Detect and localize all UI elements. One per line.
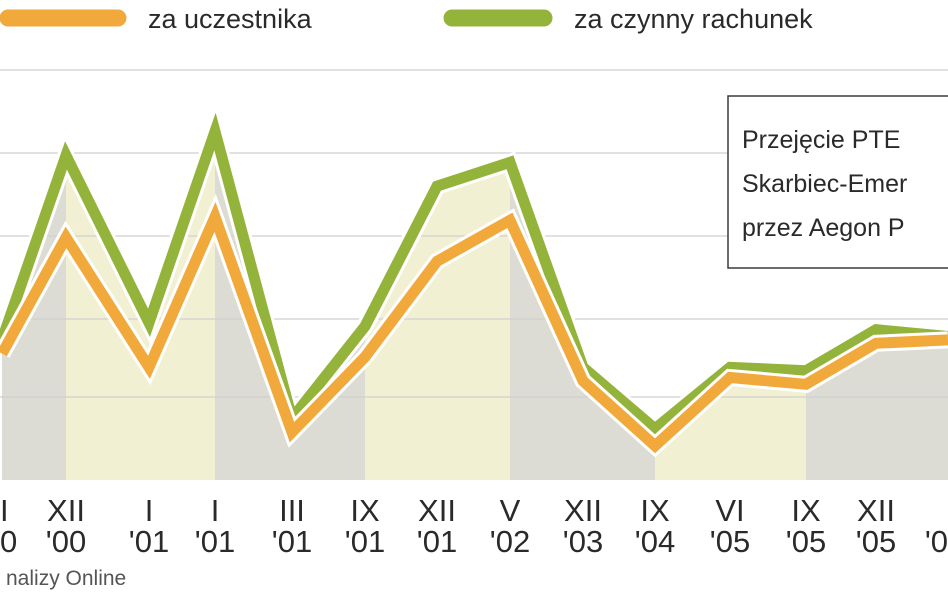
x-tick-label-top-1: XII — [47, 493, 85, 528]
x-tick-label-bottom-9: '04 — [635, 524, 675, 559]
x-tick-label-top-5: IX — [350, 493, 380, 528]
x-tick-label-top-4: III — [279, 493, 305, 528]
legend-label-0: za uczestnika — [148, 4, 313, 34]
x-tick-label-bottom-7: '02 — [490, 524, 530, 559]
x-tick-label-top-11: IX — [791, 493, 821, 528]
shaded-bands — [2, 131, 948, 481]
x-tick-label-bottom-13: '0 — [925, 524, 948, 559]
annotation-line-1: Przejęcie PTE — [742, 126, 900, 154]
x-axis-tick-labels: I0XII'00I'01I'01III'01IX'01XII'01V'02XII… — [0, 493, 948, 559]
x-tick-label-bottom-1: '00 — [46, 524, 86, 559]
x-tick-label-bottom-8: '03 — [563, 524, 603, 559]
legend: za uczestnika za czynny rachunek — [0, 4, 813, 34]
source-note: naliz​y Online — [6, 567, 126, 590]
x-tick-label-bottom-11: '05 — [786, 524, 826, 559]
x-tick-label-bottom-6: '01 — [417, 524, 457, 559]
legend-label-1: za czynny rachunek — [574, 4, 813, 34]
x-tick-label-bottom-0: 0 — [0, 524, 17, 559]
x-tick-label-top-12: XII — [857, 493, 895, 528]
x-tick-label-bottom-4: '01 — [272, 524, 312, 559]
x-tick-label-bottom-3: '01 — [195, 524, 235, 559]
x-tick-label-bottom-12: '05 — [856, 524, 896, 559]
annotation-box: Przejęcie PTE Skarbiec-Emer przez Aegon … — [727, 95, 948, 269]
x-tick-label-top-9: IX — [640, 493, 670, 528]
annotation-line-2: Skarbiec-Emer — [742, 170, 907, 198]
x-tick-label-bottom-10: '05 — [710, 524, 750, 559]
x-tick-label-bottom-2: '01 — [129, 524, 169, 559]
x-tick-label-top-8: XII — [564, 493, 602, 528]
x-tick-label-top-3: I — [211, 493, 220, 528]
annotation-line-3: przez Aegon P — [742, 214, 905, 242]
annotation-frame — [727, 95, 948, 269]
x-tick-label-top-7: V — [500, 493, 521, 528]
series-line-za-uczestnika — [0, 202, 948, 454]
x-tick-label-top-0: I — [0, 493, 9, 528]
series-lines — [0, 102, 948, 458]
x-tick-label-top-6: XII — [418, 493, 456, 528]
x-tick-label-bottom-5: '01 — [345, 524, 385, 559]
x-tick-label-top-10: VI — [715, 493, 744, 528]
x-tick-label-top-2: I — [145, 493, 154, 528]
shaded-band-5 — [655, 367, 806, 480]
series-line-za-czynny-rachunek — [0, 112, 948, 436]
